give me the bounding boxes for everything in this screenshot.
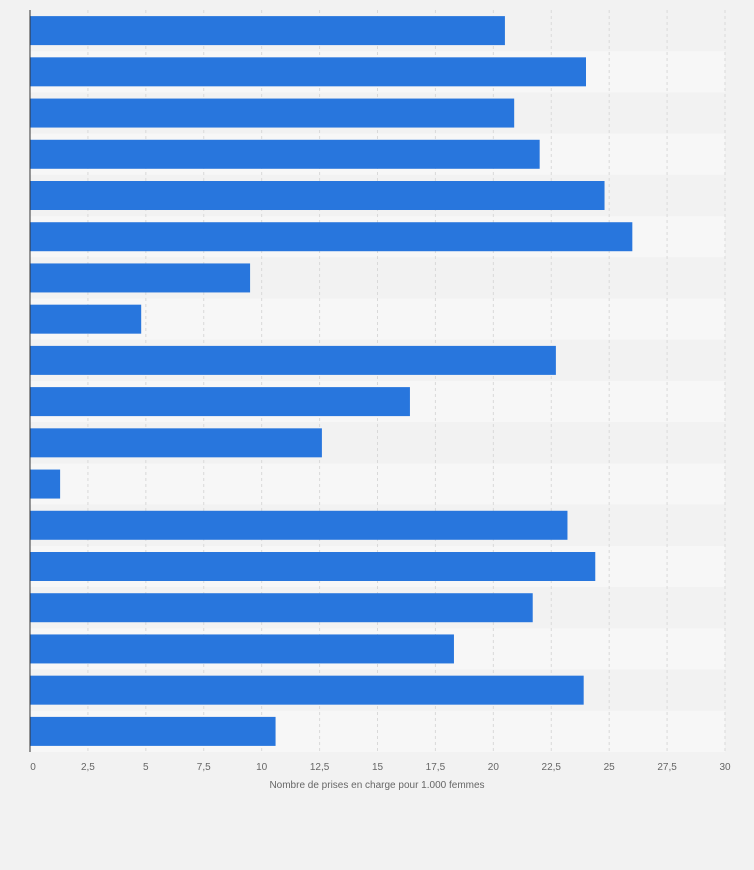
gridlines [87, 10, 726, 752]
bar[interactable] [30, 16, 505, 46]
bar[interactable] [30, 57, 586, 87]
bar[interactable] [30, 716, 276, 746]
bar[interactable] [30, 304, 142, 334]
x-tick-label: 20 [488, 762, 500, 773]
x-axis-label: Nombre de prises en charge pour 1.000 fe… [269, 780, 484, 791]
x-tick-label: 17,5 [426, 762, 446, 773]
bar[interactable] [30, 428, 322, 458]
bars [30, 16, 633, 746]
bar[interactable] [30, 181, 605, 210]
bar[interactable] [30, 139, 540, 169]
bar[interactable] [30, 345, 556, 375]
bar[interactable] [30, 387, 410, 417]
x-tick-label: 30 [719, 762, 731, 773]
x-tick-label: 22,5 [542, 762, 562, 773]
bar[interactable] [30, 263, 251, 293]
x-tick-label: 2,5 [81, 762, 95, 773]
x-tick-label: 5 [143, 762, 149, 773]
bar[interactable] [30, 552, 596, 581]
x-tick-label: 27,5 [657, 762, 677, 773]
bar[interactable] [30, 222, 633, 252]
bar[interactable] [30, 510, 568, 540]
x-tick-label: 10 [256, 762, 268, 773]
x-tick-label: 7,5 [197, 762, 211, 773]
bar[interactable] [30, 98, 515, 128]
bar[interactable] [30, 634, 454, 664]
x-tick-label: 12,5 [310, 762, 330, 773]
x-tick-label: 15 [372, 762, 384, 773]
bar[interactable] [30, 675, 584, 705]
x-tick-label: 0 [30, 762, 36, 773]
x-tick-labels: 0 2,5 5 7,5 10 12,5 15 17,5 20 22,5 25 27,5 30 [30, 762, 731, 773]
x-tick-label: 25 [604, 762, 616, 773]
bar[interactable] [30, 469, 61, 499]
bar[interactable] [30, 593, 533, 623]
